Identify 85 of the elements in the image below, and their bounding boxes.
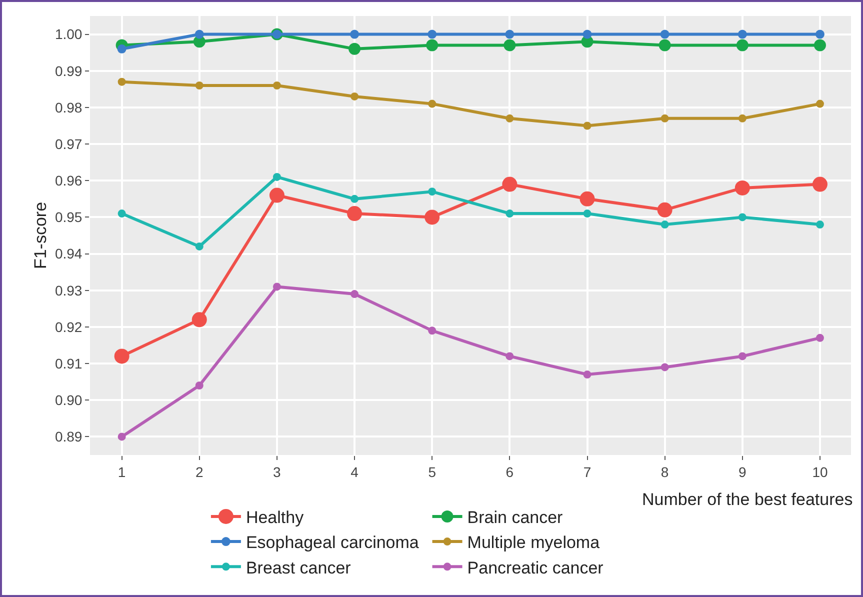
legend-label: Breast cancer (246, 558, 352, 578)
point (269, 188, 284, 203)
point (350, 194, 359, 203)
point (815, 30, 824, 39)
legend-label: Multiple myeloma (467, 533, 600, 552)
x-tick-label: 2 (195, 464, 204, 480)
y-tick-label: 0.92 (54, 318, 82, 335)
point (506, 210, 514, 218)
x-tick-label: 6 (506, 464, 514, 480)
point (736, 39, 748, 52)
x-tick-label: 5 (428, 464, 436, 480)
point (506, 114, 514, 122)
legend-label: Esophageal carcinoma (246, 533, 420, 552)
x-tick-label: 10 (812, 464, 828, 480)
point (657, 202, 672, 218)
y-tick-label: 0.97 (54, 136, 82, 152)
point (118, 210, 126, 218)
point (348, 42, 361, 55)
x-tick-label: 4 (350, 464, 359, 480)
point (505, 30, 514, 39)
point (426, 39, 438, 52)
point (424, 210, 440, 225)
point (816, 334, 824, 342)
point (117, 44, 126, 54)
point (660, 114, 669, 122)
y-tick-label: 0.96 (54, 172, 82, 189)
point (580, 191, 595, 206)
point (738, 30, 747, 39)
point (428, 30, 437, 39)
point (583, 370, 592, 379)
y-axis-title: F1-score (31, 202, 50, 270)
point (272, 172, 281, 181)
y-tick-label: 0.94 (54, 246, 82, 262)
point (583, 210, 592, 218)
point (660, 363, 669, 372)
y-tick-label: 0.90 (54, 392, 82, 408)
y-tick-label: 0.95 (54, 209, 82, 226)
point (428, 326, 436, 335)
point (428, 188, 436, 196)
point (658, 39, 671, 52)
y-tick-label: 0.93 (54, 282, 82, 298)
y-tick-label: 0.99 (54, 62, 82, 79)
point (350, 30, 360, 39)
point (734, 180, 750, 196)
point (114, 348, 130, 364)
point (502, 176, 518, 192)
point (660, 30, 670, 39)
point (195, 82, 204, 90)
legend-label: Healthy (246, 508, 304, 528)
y-tick-label: 1.00 (54, 26, 82, 42)
point (194, 30, 204, 39)
y-tick-label: 0.91 (54, 355, 82, 372)
x-tick-label: 8 (660, 464, 669, 480)
point (582, 30, 592, 39)
point (118, 432, 126, 441)
point (812, 176, 828, 192)
legend-label: Brain cancer (467, 508, 564, 528)
point (738, 213, 746, 222)
point (428, 100, 436, 108)
point (814, 39, 826, 52)
point (504, 39, 516, 52)
point (738, 114, 746, 122)
point (816, 100, 824, 108)
point (660, 220, 669, 229)
point (272, 282, 281, 291)
point (583, 122, 592, 130)
point (347, 206, 362, 222)
point (816, 220, 824, 229)
point (118, 78, 126, 86)
point (738, 352, 746, 360)
point (350, 92, 359, 100)
y-tick-label: 0.98 (54, 99, 82, 116)
x-tick-label: 9 (738, 464, 746, 480)
point (195, 381, 204, 390)
point (506, 352, 514, 360)
x-tick-label: 1 (118, 464, 126, 480)
point (272, 82, 281, 90)
point (192, 312, 207, 328)
legend-label: Pancreatic cancer (467, 558, 604, 578)
x-tick-label: 7 (583, 464, 592, 480)
point (350, 290, 359, 298)
x-axis-title: Number of the best features (642, 490, 853, 509)
x-tick-label: 3 (273, 464, 282, 480)
y-tick-label: 0.89 (54, 428, 82, 445)
point (195, 242, 204, 250)
